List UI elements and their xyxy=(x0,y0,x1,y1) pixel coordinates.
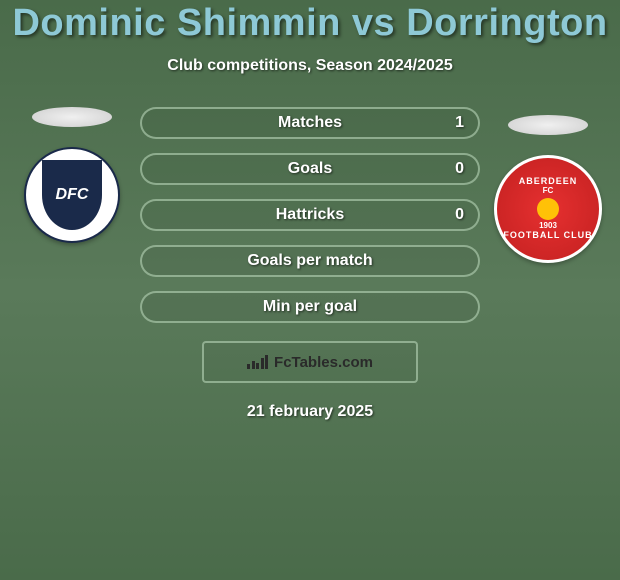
attribution-box: FcTables.com xyxy=(202,341,418,383)
stat-goals: Goals 0 xyxy=(140,153,480,185)
stat-value: 0 xyxy=(455,206,464,224)
date-text: 21 february 2025 xyxy=(247,403,373,421)
comparison-card: Dominic Shimmin vs Dorrington Club compe… xyxy=(0,0,620,421)
left-badge-text: DFC xyxy=(42,160,102,230)
stat-label: Min per goal xyxy=(263,298,357,316)
left-player-column: DFC xyxy=(22,107,122,243)
left-player-photo xyxy=(32,107,112,127)
right-club-badge: ABERDEEN FC 1903 FOOTBALL CLUB xyxy=(494,155,602,263)
stat-label: Matches xyxy=(278,114,342,132)
stat-goals-per-match: Goals per match xyxy=(140,245,480,277)
right-badge-mid: FC xyxy=(503,187,592,196)
ball-icon xyxy=(537,198,559,220)
stats-column: Matches 1 Goals 0 Hattricks 0 Goals per … xyxy=(140,107,480,323)
stat-min-per-goal: Min per goal xyxy=(140,291,480,323)
subtitle: Club competitions, Season 2024/2025 xyxy=(167,57,452,75)
left-club-badge: DFC xyxy=(24,147,120,243)
stat-value: 0 xyxy=(455,160,464,178)
stat-label: Goals per match xyxy=(247,252,372,270)
barchart-icon xyxy=(247,355,268,369)
right-badge-content: ABERDEEN FC 1903 FOOTBALL CLUB xyxy=(503,177,592,240)
stat-matches: Matches 1 xyxy=(140,107,480,139)
right-player-column: ABERDEEN FC 1903 FOOTBALL CLUB xyxy=(498,115,598,263)
stat-value: 1 xyxy=(455,114,464,132)
right-player-photo xyxy=(508,115,588,135)
attribution-text: FcTables.com xyxy=(274,354,373,371)
stat-hattricks: Hattricks 0 xyxy=(140,199,480,231)
stat-label: Goals xyxy=(288,160,332,178)
right-badge-bot: FOOTBALL CLUB xyxy=(503,231,592,241)
main-row: DFC Matches 1 Goals 0 Hattricks 0 Goals … xyxy=(0,107,620,323)
stat-label: Hattricks xyxy=(276,206,344,224)
page-title: Dominic Shimmin vs Dorrington xyxy=(12,2,607,45)
